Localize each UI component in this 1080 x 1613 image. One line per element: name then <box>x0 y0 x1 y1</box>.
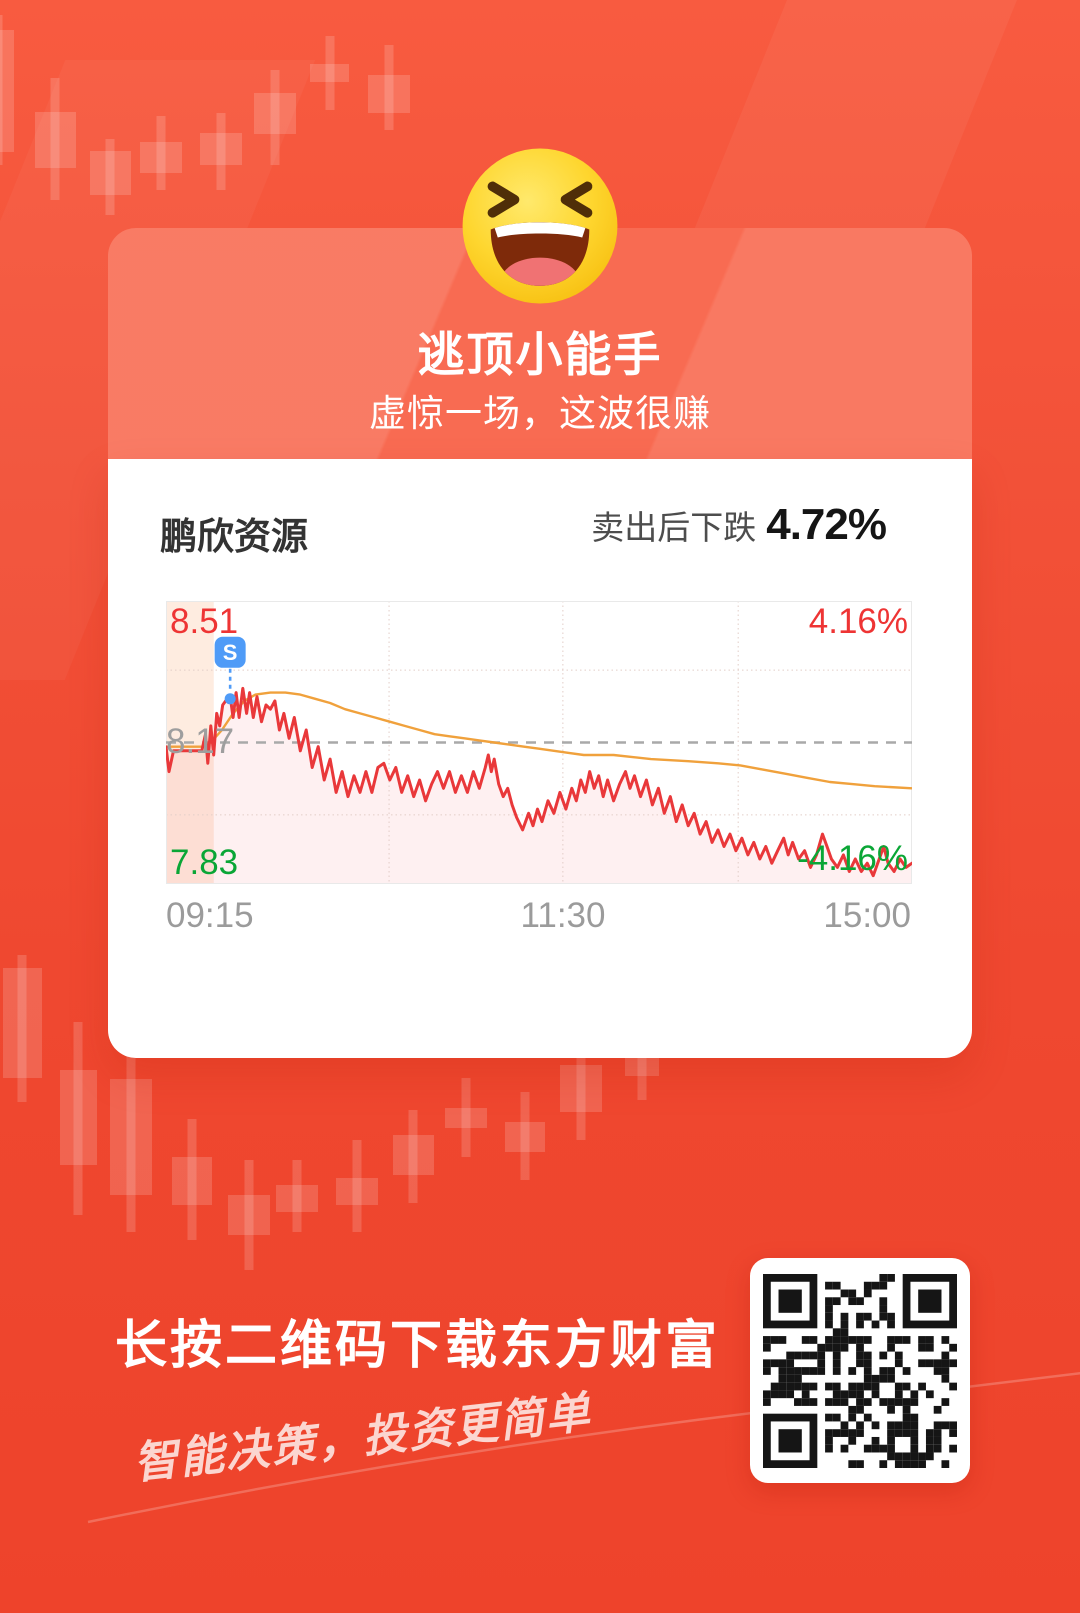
card-body <box>108 459 972 1058</box>
card-subtitle: 虚惊一场，这波很赚 <box>369 393 711 434</box>
laughing-emoji-icon <box>462 148 618 304</box>
stock-action-text: 卖出后下跌 <box>591 509 757 546</box>
intraday-chart: S <box>164 601 914 884</box>
card-title: 逃顶小能手 <box>417 328 663 381</box>
time-tick-mid: 11:30 <box>520 896 606 935</box>
svg-text:S: S <box>223 640 238 665</box>
card-header <box>108 228 972 459</box>
time-tick-open: 09:15 <box>166 896 254 935</box>
time-tick-close: 15:00 <box>823 896 911 935</box>
chart-label-prev-close: 8.17 <box>166 722 235 761</box>
chart-label-low-price: 7.83 <box>170 843 239 882</box>
slogan-watermark: 智能决策，投资更简单 <box>131 1386 595 1490</box>
stock-action-pct: 4.72% <box>766 500 887 549</box>
chart-label-low-pct: -4.16% <box>797 839 908 878</box>
chart-label-high-price: 8.51 <box>170 602 239 641</box>
qr-code[interactable] <box>750 1258 970 1483</box>
chart-label-high-pct: 4.16% <box>808 602 908 641</box>
stock-action: 卖出后下跌 4.72% <box>591 500 887 550</box>
qr-pattern <box>763 1274 957 1468</box>
stock-name: 鹏欣资源 <box>160 516 308 557</box>
download-cta-text: 长按二维码下载东方财富 <box>115 1317 721 1375</box>
